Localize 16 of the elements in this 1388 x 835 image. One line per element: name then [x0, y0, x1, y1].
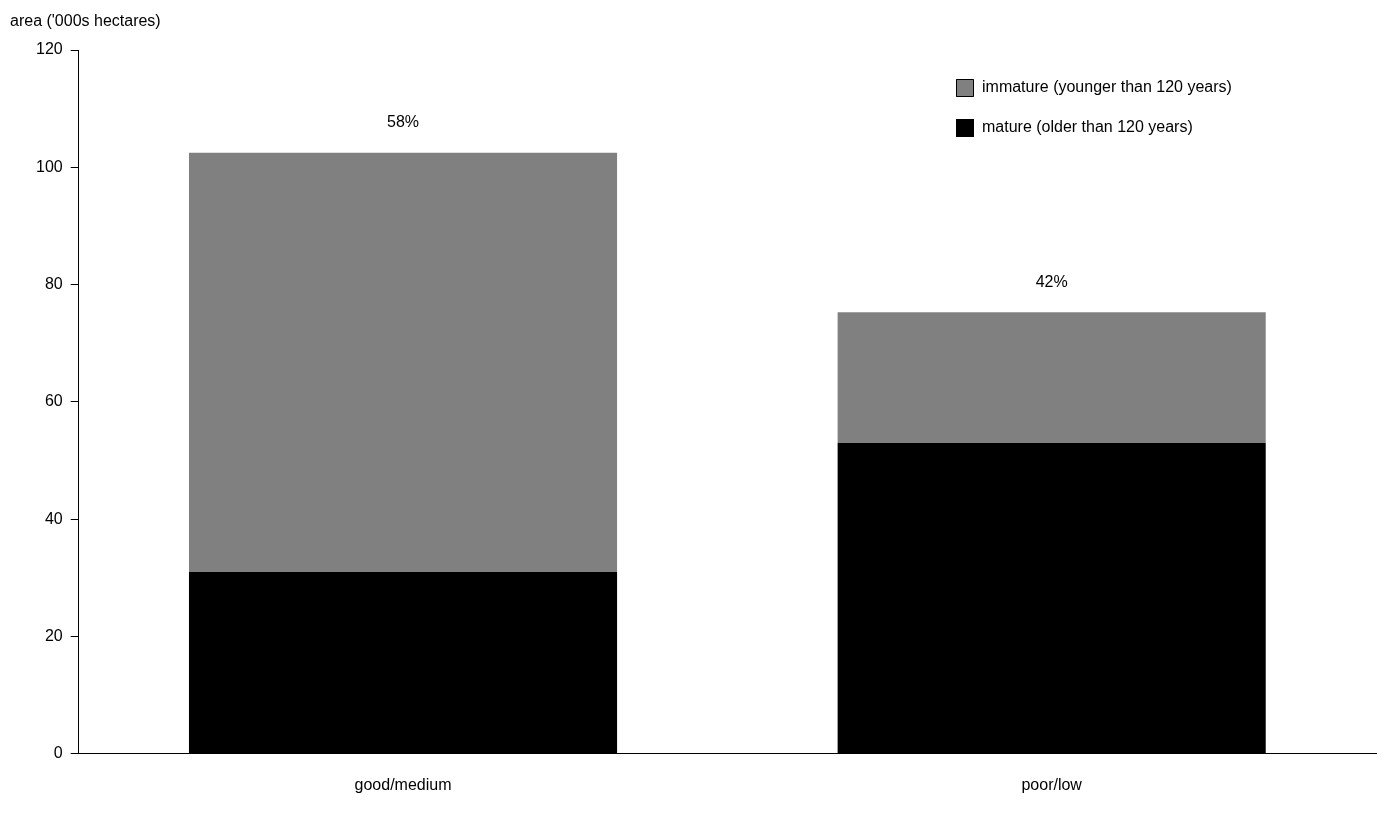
- legend-label: mature (older than 120 years): [982, 118, 1193, 136]
- x-tick-label: good/medium: [354, 775, 452, 793]
- annotation: 42%: [1035, 272, 1068, 290]
- x-tick-label: poor/low: [1021, 775, 1083, 793]
- y-tick-label: 20: [44, 626, 63, 644]
- y-tick-label: 60: [44, 392, 63, 410]
- y-tick-label: 80: [44, 275, 63, 293]
- annotation: 58%: [387, 113, 420, 131]
- y-axis-title: area ('000s hectares): [10, 12, 161, 29]
- bar: [837, 312, 1266, 443]
- y-tick-label: 120: [35, 40, 63, 58]
- y-tick-label: 40: [44, 509, 63, 527]
- y-tick-label: 100: [35, 157, 63, 175]
- legend-label: immature (younger than 120 years): [982, 78, 1232, 96]
- y-tick-label: 0: [53, 744, 63, 762]
- bar: [188, 152, 618, 572]
